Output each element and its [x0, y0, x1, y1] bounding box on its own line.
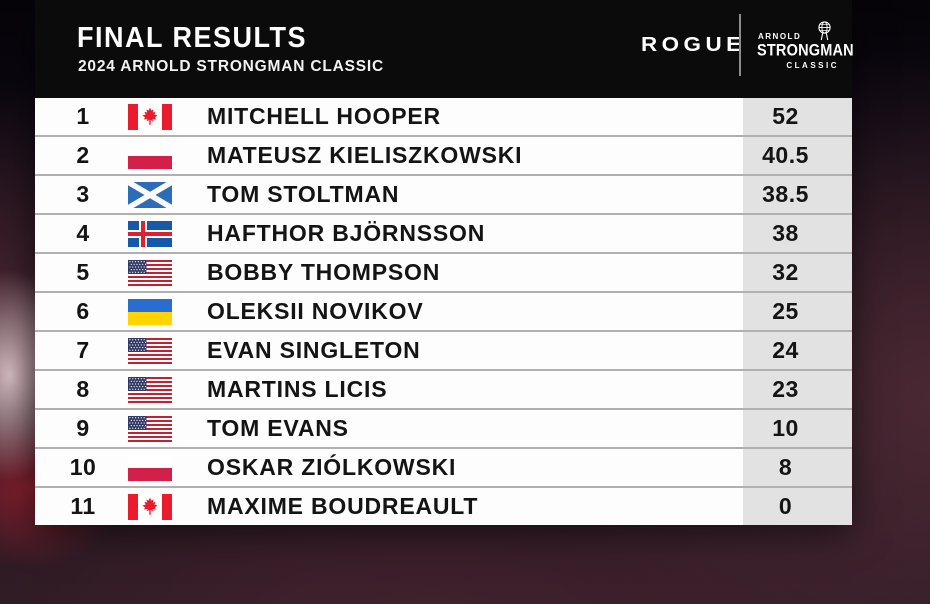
rank-cell: 4 — [76, 220, 90, 246]
flag-poland-icon — [128, 142, 172, 169]
flag-usa-icon — [128, 259, 172, 286]
rank-cell: 7 — [76, 337, 90, 363]
table-row: 4 HAFTHOR BJÖRNSSON 38 — [35, 215, 852, 254]
table-row: 8 MARTINS LICIS 23 — [35, 371, 852, 410]
table-row: 11 MAXIME BOUDREAULT 0 — [35, 488, 852, 525]
flag-ukraine-icon — [128, 298, 172, 325]
arnold-strongman-classic-logo: ARNOLD STRONGMAN CLASSIC — [757, 21, 854, 70]
asc-logo-bottom-text: CLASSIC — [786, 60, 839, 70]
athlete-name: MAXIME BOUDREAULT — [207, 493, 479, 519]
athlete-name: HAFTHOR BJÖRNSSON — [207, 220, 486, 246]
rank-cell: 8 — [76, 376, 90, 402]
rogue-logo: ROGUE — [641, 34, 746, 56]
logo-divider — [739, 14, 741, 76]
flag-canada-icon — [128, 103, 172, 130]
rank-cell: 5 — [76, 259, 90, 285]
asc-globe-icon — [817, 21, 832, 45]
table-row: 5 BOBBY THOMPSON 32 — [35, 254, 852, 293]
rank-cell: 10 — [69, 454, 97, 480]
results-table: 1 MITCHELL HOOPER 52 2 MATEUSZ KIELISZKO… — [35, 98, 852, 525]
rank-cell: 11 — [70, 493, 96, 519]
page-subtitle: 2024 ARNOLD STRONGMAN CLASSIC — [78, 58, 384, 75]
score-cell: 23 — [743, 371, 852, 408]
athlete-name: TOM STOLTMAN — [207, 181, 400, 207]
athlete-name: MARTINS LICIS — [207, 376, 388, 402]
athlete-name: OSKAR ZIÓLKOWSKI — [207, 454, 457, 480]
score-cell: 40.5 — [743, 137, 852, 174]
flag-usa-icon — [128, 376, 172, 403]
athlete-name: MITCHELL HOOPER — [207, 103, 441, 129]
score-cell: 38 — [743, 215, 852, 252]
flag-scotland-icon — [128, 181, 172, 208]
page-title: FINAL RESULTS — [77, 22, 308, 54]
score-cell: 8 — [743, 449, 852, 486]
score-cell: 38.5 — [743, 176, 852, 213]
score-cell: 25 — [743, 293, 852, 330]
athlete-name: BOBBY THOMPSON — [207, 259, 441, 285]
athlete-name: EVAN SINGLETON — [207, 337, 421, 363]
rank-cell: 6 — [76, 298, 90, 324]
rank-cell: 3 — [76, 181, 90, 207]
flag-usa-icon — [128, 337, 172, 364]
score-cell: 24 — [743, 332, 852, 369]
athlete-name: OLEKSII NOVIKOV — [207, 298, 424, 324]
table-row: 1 MITCHELL HOOPER 52 — [35, 98, 852, 137]
table-row: 6 OLEKSII NOVIKOV 25 — [35, 293, 852, 332]
asc-logo-top-text: ARNOLD — [758, 32, 802, 41]
score-cell: 52 — [743, 98, 852, 135]
rank-cell: 2 — [76, 142, 90, 168]
table-row: 9 TOM EVANS 10 — [35, 410, 852, 449]
results-panel: FINAL RESULTS 2024 ARNOLD STRONGMAN CLAS… — [35, 0, 854, 525]
table-row: 2 MATEUSZ KIELISZKOWSKI 40.5 — [35, 137, 852, 176]
table-row: 10 OSKAR ZIÓLKOWSKI 8 — [35, 449, 852, 488]
score-cell: 32 — [743, 254, 852, 291]
asc-logo-main-text: STRONGMAN — [757, 41, 854, 61]
table-row: 7 EVAN SINGLETON 24 — [35, 332, 852, 371]
flag-canada-icon — [128, 493, 172, 520]
rank-cell: 1 — [76, 103, 90, 129]
table-row: 3 TOM STOLTMAN 38.5 — [35, 176, 852, 215]
rank-cell: 9 — [76, 415, 90, 441]
athlete-name: TOM EVANS — [207, 415, 349, 441]
results-header: FINAL RESULTS 2024 ARNOLD STRONGMAN CLAS… — [35, 0, 854, 98]
flag-usa-icon — [128, 415, 172, 442]
athlete-name: MATEUSZ KIELISZKOWSKI — [207, 142, 523, 168]
score-cell: 10 — [743, 410, 852, 447]
flag-iceland-icon — [128, 220, 172, 247]
flag-poland-icon — [128, 454, 172, 481]
score-cell: 0 — [743, 488, 852, 525]
